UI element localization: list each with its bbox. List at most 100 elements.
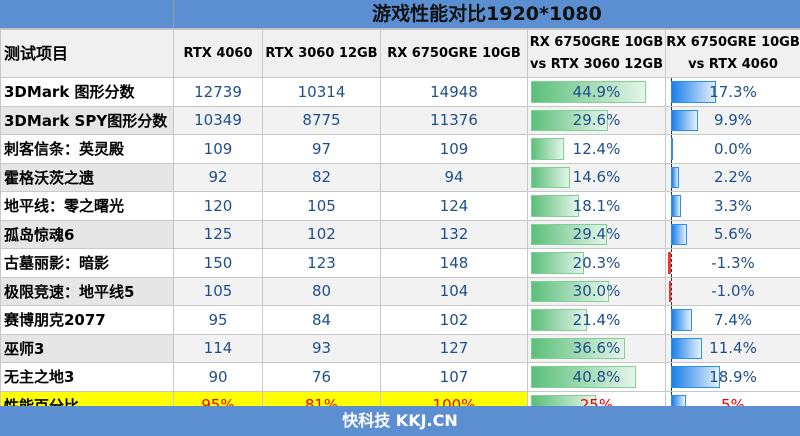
cell: 90	[173, 362, 263, 392]
green-data-bar	[531, 366, 636, 388]
cell: 11.4%	[665, 333, 800, 363]
cell: 82	[262, 162, 381, 192]
cell: 20.3%	[527, 248, 666, 278]
column-header: RTX 3060 12GB	[262, 29, 381, 78]
cell: 150	[173, 248, 263, 278]
blue-data-bar	[671, 337, 702, 359]
cell: -1.0%	[665, 276, 800, 306]
table-row: 极限竞速：地平线5 105 80 104 30.0% -1.0%	[0, 276, 800, 306]
cell-value: 0.0%	[713, 139, 753, 158]
green-data-bar	[531, 166, 570, 188]
cell: 29.6%	[527, 105, 666, 135]
cell-value: 3DMark SPY图形分数	[4, 111, 168, 130]
cell: 7.4%	[665, 305, 800, 335]
cell-value: 11.4%	[709, 339, 757, 358]
cell-value: 孤岛惊魂6	[4, 225, 75, 244]
blue-data-bar	[671, 109, 698, 131]
negative-data-bar	[667, 252, 671, 274]
cell-value: 95	[208, 310, 228, 329]
cell: 14948	[380, 77, 528, 107]
cell-value: 14.6%	[572, 168, 621, 187]
table-row: 古墓丽影：暗影 150 123 148 20.3% -1.3%	[0, 248, 800, 278]
cell-value: 8775	[302, 111, 341, 130]
column-header: RX 6750GRE 10GB	[380, 29, 528, 78]
cell: 127	[380, 333, 528, 363]
cell-value: 18.9%	[709, 367, 757, 386]
cell: 44.9%	[527, 77, 666, 107]
table-row: 霍格沃茨之遗 92 82 94 14.6% 2.2%	[0, 162, 800, 192]
cell-value: 80	[311, 282, 332, 301]
cell-value: 92	[208, 168, 228, 187]
cell-value: 36.6%	[572, 339, 621, 358]
cell-value: 7.4%	[713, 310, 753, 329]
cell: 5.6%	[665, 219, 800, 249]
blue-data-bar	[671, 366, 721, 388]
green-data-bar	[531, 252, 585, 274]
cell: 125	[173, 219, 263, 249]
cell-value: 霍格沃茨之遗	[4, 168, 95, 187]
column-header: RX 6750GRE 10GB vs RTX 4060	[665, 29, 800, 78]
cell-value: 107	[439, 367, 469, 386]
cell-value: 12.4%	[572, 139, 621, 158]
cell: 84	[262, 305, 381, 335]
row-label: 巫师3	[0, 333, 174, 363]
row-label: 霍格沃茨之遗	[0, 162, 174, 192]
row-label: 赛博朋克2077	[0, 305, 174, 335]
cell: 109	[173, 134, 263, 164]
cell: 93	[262, 333, 381, 363]
cell-value: 10314	[297, 82, 346, 101]
cell-value: 10349	[194, 111, 242, 130]
row-label: 地平线：零之曙光	[0, 191, 174, 221]
benchmark-table: 测试项目 RTX 4060 RTX 3060 12GB RX 6750GRE 10GB…	[0, 29, 800, 420]
green-data-bar	[531, 223, 608, 245]
green-data-bar	[531, 81, 647, 103]
cell-value: -1.3%	[711, 253, 755, 272]
green-data-bar	[531, 195, 579, 217]
cell-value: 巫师3	[4, 339, 45, 358]
cell: 95	[173, 305, 263, 335]
cell-value: 18.1%	[572, 196, 621, 215]
cell: 105	[173, 276, 263, 306]
cell-value: 93	[311, 339, 332, 358]
cell-value: 20.3%	[572, 253, 621, 272]
cell: 148	[380, 248, 528, 278]
cell-value: 125	[203, 225, 233, 244]
cell-value: 105	[203, 282, 233, 301]
cell: 132	[380, 219, 528, 249]
blue-data-bar	[671, 309, 692, 331]
cell-value: 105	[307, 196, 336, 215]
cell-value: 14948	[430, 82, 478, 101]
cell-value: 无主之地3	[4, 368, 75, 387]
row-label: 极限竞速：地平线5	[0, 276, 174, 306]
cell: 109	[380, 134, 528, 164]
table-row: 孤岛惊魂6 125 102 132 29.4% 5.6%	[0, 219, 800, 249]
header-line: vs RTX 4060	[688, 56, 778, 72]
cell: 97	[262, 134, 381, 164]
title-row: 游戏性能对比1920*1080	[0, 0, 800, 29]
cell: 36.6%	[527, 333, 666, 363]
cell-value: 9.9%	[713, 111, 753, 130]
header-line: vs RTX 3060 12GB	[530, 56, 663, 72]
green-data-bar	[531, 138, 565, 160]
cell: -1.3%	[665, 248, 800, 278]
blue-data-bar	[671, 166, 679, 188]
cell-value: 124	[439, 196, 469, 215]
cell-value: 3.3%	[713, 196, 753, 215]
cell: 40.8%	[527, 362, 666, 392]
table-title: 游戏性能对比1920*1080	[372, 3, 602, 25]
bar-axis	[671, 249, 672, 277]
cell-value: 21.4%	[572, 310, 621, 329]
cell-value: 102	[439, 310, 469, 329]
cell-value: 2.2%	[713, 168, 753, 187]
cell-value: 90	[208, 367, 228, 386]
cell-value: 44.9%	[572, 82, 621, 101]
green-data-bar	[531, 309, 587, 331]
cell-value: 102	[307, 225, 336, 244]
cell-value: 109	[439, 139, 469, 158]
cell-value: 40.8%	[572, 367, 621, 386]
cell: 80	[262, 276, 381, 306]
cell: 10314	[262, 77, 381, 107]
cell: 94	[380, 162, 528, 192]
cell-value: 赛博朋克2077	[4, 311, 106, 330]
